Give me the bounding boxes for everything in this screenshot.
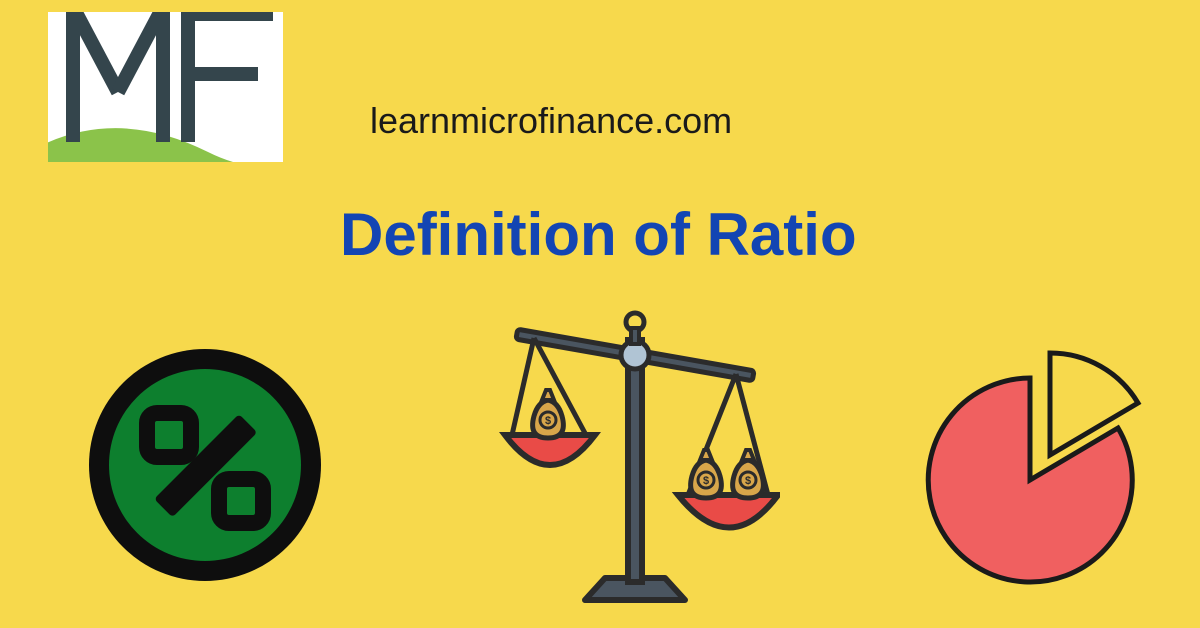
svg-text:$: $: [545, 415, 551, 427]
svg-text:$: $: [703, 475, 709, 487]
percent-icon: [85, 345, 325, 590]
logo: [48, 12, 283, 162]
svg-text:$: $: [745, 475, 751, 487]
page-title: Definition of Ratio: [340, 200, 857, 269]
website-url: learnmicrofinance.com: [370, 100, 732, 142]
balance-scale-icon: $ $ $: [490, 300, 780, 625]
pie-chart-icon: [910, 320, 1170, 595]
mf-logo-icon: [48, 12, 283, 162]
